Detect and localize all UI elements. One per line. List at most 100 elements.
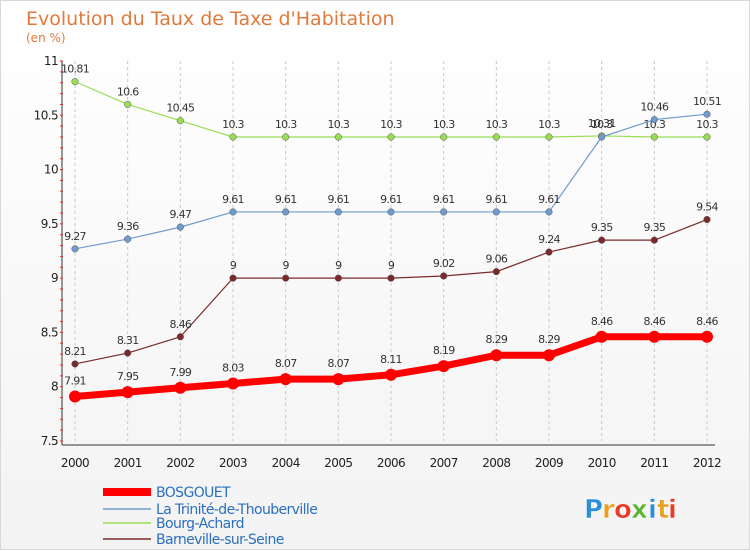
data-point: [440, 272, 448, 280]
y-tick-labels: 7.5 8 8.5 9 9.5 10 10.5 11: [34, 54, 59, 448]
x-tick-label: 2004: [272, 456, 300, 470]
data-label: 9.35: [591, 221, 613, 234]
data-label: 9.36: [117, 220, 139, 233]
data-point: [492, 208, 500, 216]
data-point: [387, 274, 395, 282]
data-label: 10.46: [640, 101, 669, 114]
data-point: [282, 208, 290, 216]
data-label: 9.02: [433, 257, 455, 270]
data-label: 10.3: [591, 118, 613, 131]
data-point: [595, 330, 608, 343]
y-tick-label: 10.5: [34, 108, 58, 122]
data-label: 10.3: [485, 118, 507, 131]
data-label: 9: [230, 259, 237, 272]
data-point: [492, 268, 500, 276]
data-label: 9: [388, 259, 395, 272]
series-1: 9.27 9.36 9.47 9.61 9.61 9.61 9.61 9.61 9.61 9.61…: [64, 95, 722, 253]
data-point: [229, 133, 237, 141]
data-label: 8.46: [591, 315, 613, 328]
data-label: 10.3: [380, 118, 402, 131]
logo-letter: t: [657, 495, 669, 525]
logo-letter: P: [584, 495, 603, 525]
data-point: [124, 100, 132, 108]
data-point: [492, 133, 500, 141]
y-tick-label: 9: [51, 271, 58, 285]
data-label: 7.95: [117, 370, 139, 383]
data-point: [545, 133, 553, 141]
data-label: 9.24: [538, 233, 560, 246]
legend-label: Bourg-Achard: [156, 516, 244, 532]
logo-letter: x: [631, 495, 648, 525]
series-0: 7.91 7.95 7.99 8.03 8.07 8.07 8.11 8.19 8.29 8.29…: [64, 315, 719, 403]
legend-label: Barneville-sur-Seine: [156, 532, 284, 548]
x-tick-label: 2000: [61, 456, 89, 470]
data-label: 8.03: [222, 361, 244, 374]
data-point: [71, 245, 79, 253]
y-tick-label: 8.5: [41, 325, 58, 339]
logo-letter: i: [648, 495, 657, 525]
data-label: 10.3: [433, 118, 455, 131]
data-label: 9: [335, 259, 342, 272]
data-label: 10.51: [693, 95, 721, 108]
data-label: 9.06: [485, 253, 507, 266]
data-point: [229, 274, 237, 282]
data-point: [69, 390, 81, 403]
data-point: [543, 349, 555, 362]
data-label: 9.61: [380, 193, 402, 206]
data-point: [176, 333, 184, 341]
data-point: [124, 235, 132, 243]
data-point: [598, 133, 606, 141]
data-label: 9.61: [222, 193, 244, 206]
x-tick-label: 2006: [377, 456, 405, 470]
data-label: 8.07: [275, 357, 297, 370]
data-label: 10.81: [61, 63, 89, 76]
legend-label: BOSGOUET: [156, 485, 231, 501]
data-point: [121, 386, 134, 399]
chart-subtitle: (en %): [26, 31, 66, 45]
data-point: [229, 208, 237, 216]
data-label: 8.11: [380, 353, 402, 366]
y-tick-label: 9.5: [41, 217, 58, 231]
data-point: [703, 133, 711, 141]
data-point: [279, 373, 292, 386]
data-point: [598, 236, 606, 244]
proxiti-logo: Pr o x i ti: [584, 495, 678, 526]
data-label: 8.21: [64, 345, 86, 358]
y-tick-label: 10: [44, 163, 58, 177]
data-point: [440, 133, 448, 141]
data-point: [334, 274, 342, 282]
data-label: 9.61: [275, 193, 297, 206]
x-tick-label: 2009: [535, 456, 563, 470]
data-point: [437, 360, 450, 373]
data-point: [282, 133, 290, 141]
data-point: [650, 116, 658, 124]
data-point: [545, 248, 553, 256]
data-point: [703, 110, 711, 118]
data-label: 8.29: [538, 333, 560, 346]
data-label: 10.3: [538, 118, 560, 131]
x-tick-label: 2008: [482, 456, 510, 470]
data-label: 10.3: [327, 118, 349, 131]
legend-label: La Trinité-de-Thouberville: [156, 502, 317, 518]
x-tick-label: 2005: [324, 456, 352, 470]
logo-letter: i: [668, 495, 677, 525]
x-tick-label: 2003: [219, 456, 247, 470]
data-label: 9.61: [433, 193, 455, 206]
data-point: [387, 208, 395, 216]
data-point: [334, 133, 342, 141]
data-label: 10.3: [696, 118, 718, 131]
data-label: 9.47: [169, 208, 191, 221]
data-label: 8.29: [485, 333, 507, 346]
data-label: 7.91: [64, 374, 86, 387]
data-point: [124, 349, 132, 357]
data-point: [282, 274, 290, 282]
data-point: [174, 381, 187, 394]
x-tick-label: 2012: [693, 456, 721, 470]
data-point: [701, 330, 713, 343]
data-point: [490, 349, 503, 362]
